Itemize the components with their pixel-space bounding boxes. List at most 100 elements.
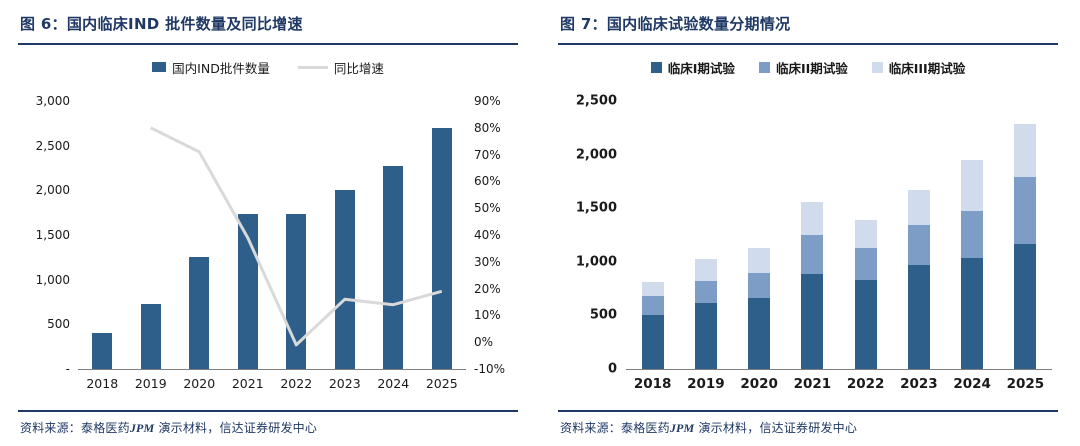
right-axis-tick: 20% xyxy=(474,281,501,296)
right-axis-tick: 0% xyxy=(474,335,494,350)
y-axis-tick: 2,500 xyxy=(575,93,617,109)
figure7-panel: 图 7：国内临床试验数量分期情况 临床I期试验 临床II期试验 临床III期试验… xyxy=(558,10,1058,438)
ind-count-bar xyxy=(189,257,210,369)
phase3-bar-segment xyxy=(961,159,984,212)
source-org: 泰格医药 xyxy=(621,421,670,435)
legend-label-phase3: 临床III期试验 xyxy=(888,60,966,76)
x-axis-year-label: 2021 xyxy=(231,376,264,391)
phase3-bar-segment xyxy=(907,189,930,226)
figure6-title: 图 6：国内临床IND 批件数量及同比增速 xyxy=(20,15,303,33)
x-axis-year-label: 2019 xyxy=(687,376,725,392)
legend-item-phase1: 临床I期试验 xyxy=(650,58,735,77)
legend-item-phase3: 临床III期试验 xyxy=(871,58,966,77)
figure7-title: 图 7：国内临床试验数量分期情况 xyxy=(560,15,791,33)
phase2-bar-segment xyxy=(854,247,877,281)
ind-count-bar xyxy=(431,127,452,369)
figure7-legend: 临床I期试验 临床II期试验 临床III期试验 xyxy=(558,45,1058,89)
y-axis-tick: 1,500 xyxy=(575,200,617,216)
figure7-plot: 2,500 2,000 1,500 1,000 500 0 2018 2019 2020 2021… xyxy=(558,89,1058,392)
phase3-bar-segment xyxy=(641,282,664,297)
x-axis-year-label: 2024 xyxy=(953,376,991,392)
x-axis-year-label: 2023 xyxy=(328,376,361,391)
y-axis-tick: 1,000 xyxy=(575,254,617,270)
x-axis-year-label: 2021 xyxy=(793,376,832,392)
legend-item-phase2: 临床II期试验 xyxy=(758,58,848,77)
x-axis-year-label: 2018 xyxy=(86,376,119,391)
left-axis-tick: 2,500 xyxy=(35,138,70,153)
y-axis-tick: 0 xyxy=(607,361,617,377)
right-axis-tick: 30% xyxy=(474,254,501,269)
x-axis-year-label: 2022 xyxy=(280,376,313,391)
source-rest: 演示材料，信达证券研发中心 xyxy=(694,421,858,435)
source-rest: 演示材料，信达证券研发中心 xyxy=(154,421,318,435)
left-axis-tick: 2,000 xyxy=(35,183,70,198)
left-axis-tick: 3,000 xyxy=(35,94,70,108)
x-axis-line xyxy=(78,369,466,370)
x-axis-year-label: 2023 xyxy=(900,376,938,392)
figure7-source: 资料来源：泰格医药JPM 演示材料，信达证券研发中心 xyxy=(558,412,1058,438)
ind-count-bar xyxy=(383,166,404,369)
bar-series-swatch-icon xyxy=(152,62,167,72)
x-axis-year-label: 2019 xyxy=(134,376,167,391)
x-axis-year-label: 2020 xyxy=(740,376,778,392)
ind-count-bar xyxy=(140,303,161,369)
x-axis-line xyxy=(626,369,1052,370)
source-prefix: 资料来源： xyxy=(560,421,622,435)
right-axis-tick: 70% xyxy=(474,147,501,162)
legend-item-growth: 同比增速 xyxy=(297,58,384,77)
x-axis-year-label: 2025 xyxy=(1006,376,1045,392)
line-series-swatch-icon xyxy=(297,65,328,69)
figure7-title-rule xyxy=(558,43,1058,45)
left-axis-tick: - xyxy=(65,362,70,376)
x-axis-year-label: 2024 xyxy=(377,376,410,391)
figure6-footer: 资料来源：泰格医药JPM 演示材料，信达证券研发中心 xyxy=(18,410,518,438)
ind-count-bar xyxy=(237,213,258,369)
legend-label-phase1: 临床I期试验 xyxy=(667,60,735,76)
phase1-bar-segment xyxy=(694,302,717,369)
legend-label-growth: 同比增速 xyxy=(333,60,384,76)
x-axis-year-label: 2020 xyxy=(183,376,216,391)
phase2-bar-segment xyxy=(801,235,824,274)
right-axis-tick: 10% xyxy=(474,308,501,323)
figure6-panel: 图 6：国内临床IND 批件数量及同比增速 国内IND批件数量 同比增速 3,0… xyxy=(18,10,518,438)
x-axis-year-label: 2025 xyxy=(425,376,458,391)
figure7-footer: 资料来源：泰格医药JPM 演示材料，信达证券研发中心 xyxy=(558,410,1058,438)
legend-label-ind-count: 国内IND批件数量 xyxy=(172,60,270,76)
figure6-source: 资料来源：泰格医药JPM 演示材料，信达证券研发中心 xyxy=(18,412,518,438)
phase1-bar-segment xyxy=(1014,243,1037,369)
phase3-bar-segment xyxy=(748,247,771,273)
figure6-plot: 3,000 2,500 2,000 1,500 1,000 500 - 90% 80% 70% 60… xyxy=(18,89,518,391)
right-axis-tick: -10% xyxy=(474,362,506,376)
phase2-bar-segment xyxy=(641,296,664,316)
source-org: 泰格医药 xyxy=(81,421,130,435)
phase2-swatch-icon xyxy=(758,61,770,73)
phase1-bar-segment xyxy=(907,265,930,369)
figure6-title-rule xyxy=(18,43,518,45)
source-prefix: 资料来源： xyxy=(20,421,82,435)
phase2-bar-segment xyxy=(694,281,717,303)
phase3-bar-segment xyxy=(801,201,824,235)
figure6-footer-rule xyxy=(18,410,518,412)
left-axis-tick: 500 xyxy=(47,317,70,332)
y-axis-tick: 500 xyxy=(589,307,617,323)
legend-item-ind-count: 国内IND批件数量 xyxy=(152,58,270,77)
phase3-bar-segment xyxy=(694,258,717,282)
phase1-bar-segment xyxy=(748,298,771,369)
figure6-legend: 国内IND批件数量 同比增速 xyxy=(18,45,518,89)
left-axis-tick: 1,500 xyxy=(35,228,70,242)
phase2-bar-segment xyxy=(961,211,984,258)
phase1-bar-segment xyxy=(641,315,664,369)
right-axis-tick: 50% xyxy=(474,201,501,216)
x-axis-year-label: 2018 xyxy=(633,376,672,392)
left-axis-tick: 1,000 xyxy=(35,272,70,287)
source-jpm: JPM xyxy=(129,421,155,435)
y-axis-tick: 2,000 xyxy=(575,147,617,163)
phase2-bar-segment xyxy=(748,272,771,299)
phase2-bar-segment xyxy=(1014,177,1037,244)
right-axis-tick: 80% xyxy=(474,120,501,135)
right-axis-tick: 60% xyxy=(474,174,501,189)
phase1-bar-segment xyxy=(801,273,824,369)
ind-count-bar xyxy=(92,333,113,369)
phase1-bar-segment xyxy=(854,280,877,369)
x-axis-year-label: 2022 xyxy=(846,376,885,392)
